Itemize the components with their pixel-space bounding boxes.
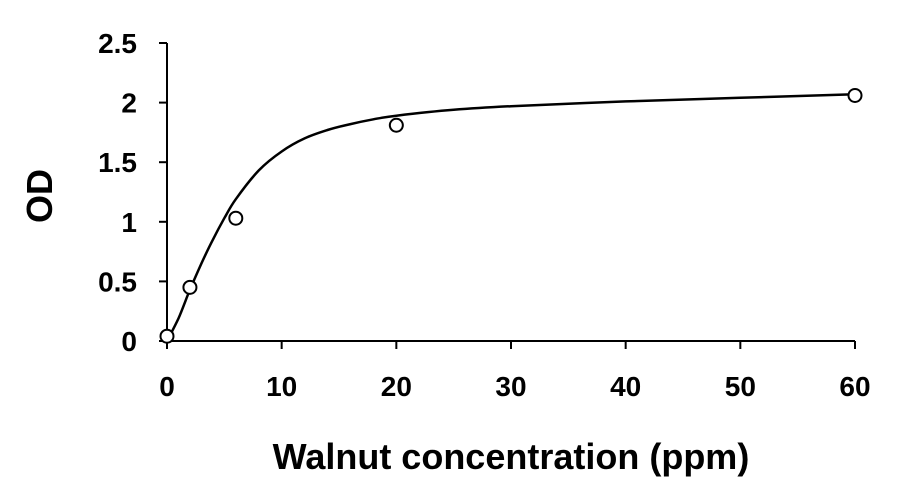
data-point: [182, 279, 198, 295]
y-tick-label: 2.5: [98, 28, 137, 59]
data-points: [159, 87, 863, 344]
y-tick-label: 2: [121, 88, 137, 119]
x-tick-label: 0: [159, 371, 175, 402]
x-axis-ticks: 0 10 20 30 40 50 60: [159, 341, 871, 402]
y-axis-ticks: 0 0.5 1 1.5 2 2.5: [98, 28, 167, 357]
x-tick-label: 50: [725, 371, 756, 402]
x-tick-label: 10: [266, 371, 297, 402]
data-point: [847, 87, 863, 103]
x-tick-label: 40: [610, 371, 641, 402]
y-tick-label: 1.5: [98, 147, 137, 178]
x-axis-title: Walnut concentration (ppm): [273, 436, 750, 477]
y-tick-label: 1: [121, 207, 137, 238]
data-point: [159, 328, 175, 344]
data-point: [388, 117, 404, 133]
x-tick-label: 20: [381, 371, 412, 402]
data-point: [228, 210, 244, 226]
x-tick-label: 30: [495, 371, 526, 402]
y-tick-label: 0: [121, 326, 137, 357]
x-tick-label: 60: [839, 371, 870, 402]
y-axis-title: OD: [19, 169, 60, 223]
axes: [166, 43, 855, 342]
fitted-curve: [165, 93, 856, 342]
y-tick-label: 0.5: [98, 266, 137, 297]
